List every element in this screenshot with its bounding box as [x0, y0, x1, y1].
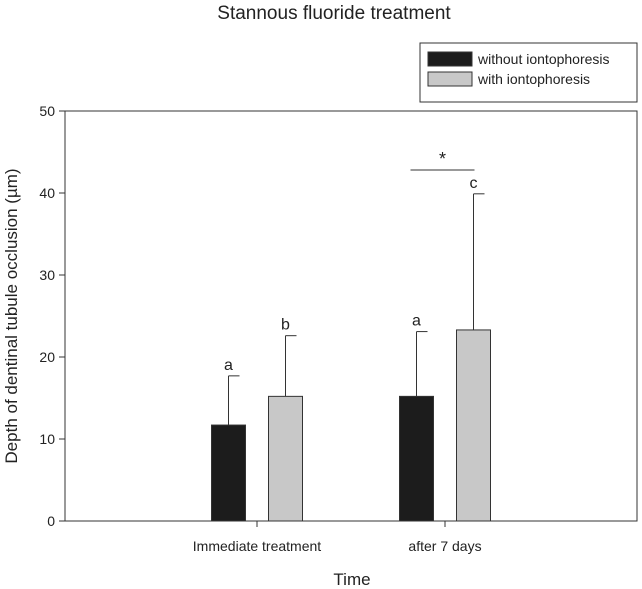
x-axis: Immediate treatment after 7 days [193, 521, 482, 554]
y-tick-label: 0 [47, 513, 55, 529]
bar [268, 395, 303, 522]
x-axis-label: Time [333, 570, 370, 589]
legend-label: without iontophoresis [477, 51, 610, 67]
group-letter-label: a [224, 357, 233, 374]
x-tick-label: after 7 days [408, 538, 481, 554]
group-letter-label: b [281, 317, 290, 334]
legend-swatch [427, 51, 473, 67]
y-tick-label: 30 [39, 267, 55, 283]
y-tick-label: 50 [39, 103, 55, 119]
plot-frame [64, 110, 638, 522]
y-tick-label: 20 [39, 349, 55, 365]
plot-area [64, 110, 638, 522]
group-letter-label: a [412, 313, 421, 330]
annotations: a b a c * [224, 149, 477, 374]
chart-title: Stannous fluoride treatment [217, 3, 451, 24]
y-axis-label: Depth of dentinal tubule occlusion (µm) [2, 168, 21, 463]
error-bars [228, 193, 485, 426]
bar [399, 395, 434, 522]
group-letter-label: c [470, 175, 478, 192]
bars [211, 329, 491, 522]
bar [456, 329, 491, 522]
legend: without iontophoresis with iontophoresis [419, 42, 638, 103]
legend-label: with iontophoresis [477, 71, 590, 87]
significance-marker: * [439, 149, 446, 169]
y-tick-label: 40 [39, 185, 55, 201]
legend-swatch [427, 71, 473, 87]
bar [211, 424, 246, 522]
y-tick-label: 10 [39, 431, 55, 447]
y-axis: 0 10 20 30 40 50 [39, 103, 65, 529]
x-tick-label: Immediate treatment [193, 538, 321, 554]
